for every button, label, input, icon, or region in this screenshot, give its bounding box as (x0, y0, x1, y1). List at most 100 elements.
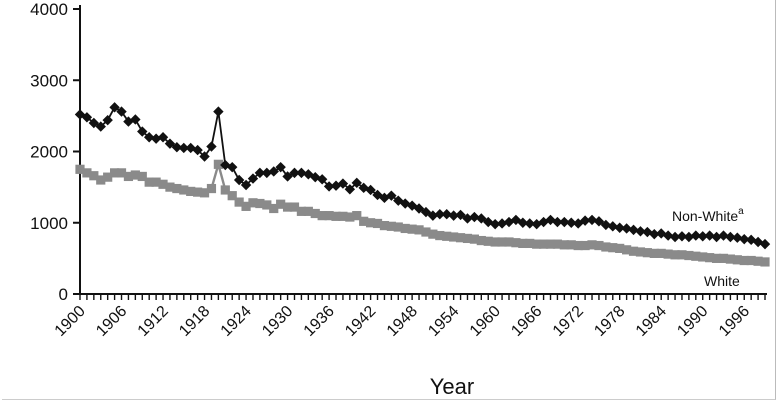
y-tick-label: 0 (59, 285, 68, 304)
data-point-diamond (545, 214, 556, 226)
data-point-square (303, 206, 313, 216)
data-point-square (379, 221, 390, 231)
data-point-diamond (227, 161, 238, 173)
data-point-square (428, 229, 438, 239)
data-point-square (158, 179, 168, 189)
data-point-diamond (656, 228, 667, 239)
data-point-diamond (316, 174, 328, 185)
data-point-diamond (718, 230, 729, 241)
data-point-square (103, 172, 113, 182)
data-point-diamond (164, 138, 176, 149)
x-tick-label: 1990 (674, 303, 711, 340)
data-point-square (317, 211, 327, 221)
data-point-diamond (171, 142, 183, 153)
data-point-square (601, 242, 611, 252)
data-point-square (435, 230, 445, 241)
data-point-square (386, 221, 396, 231)
data-point-diamond (711, 231, 722, 243)
data-point-square (518, 238, 528, 249)
data-point-square (234, 197, 244, 207)
data-point-diamond (102, 114, 113, 126)
data-point-diamond (81, 112, 93, 123)
data-point-square (698, 252, 708, 262)
data-point-square (476, 235, 486, 246)
series-superscript-non-white: a (738, 206, 744, 217)
data-point-square (193, 187, 203, 197)
data-point-diamond (642, 226, 653, 238)
data-point-square (310, 208, 320, 219)
data-point-square (725, 254, 736, 264)
data-point-diamond (628, 224, 639, 236)
data-point-diamond (143, 132, 155, 143)
data-point-diamond (434, 209, 445, 220)
data-point-diamond (109, 102, 120, 113)
data-point-diamond (683, 231, 695, 243)
data-point-square (255, 198, 265, 209)
data-point-square (296, 206, 307, 216)
x-tick-label: 1942 (342, 303, 379, 340)
data-point-diamond (344, 184, 356, 195)
data-point-square (552, 239, 563, 249)
series-non-white (74, 102, 771, 250)
data-point-diamond (496, 218, 508, 229)
data-point-square (241, 201, 251, 211)
data-point-square (628, 246, 639, 256)
series-white (75, 159, 770, 267)
data-point-diamond (662, 230, 674, 241)
data-point-diamond (476, 213, 487, 224)
data-point-diamond (282, 171, 293, 182)
data-point-diamond (704, 230, 715, 241)
data-point-square (179, 185, 189, 195)
x-axis-title: Year (430, 374, 474, 399)
data-point-diamond (157, 132, 169, 143)
series-label-non-white: Non-Whitea (672, 206, 744, 224)
x-tick-label: 1996 (716, 303, 753, 340)
data-point-diamond (441, 209, 452, 220)
data-point-diamond (261, 167, 273, 179)
data-point-diamond (690, 230, 702, 241)
data-point-square (89, 171, 99, 181)
data-point-square (455, 233, 466, 243)
data-point-square (656, 248, 666, 258)
data-point-diamond (199, 151, 210, 162)
data-point-square (594, 240, 604, 251)
data-point-square (165, 182, 175, 192)
y-tick-label: 2000 (30, 143, 68, 162)
x-tick-label: 1918 (176, 303, 213, 340)
data-point-diamond (254, 167, 266, 179)
data-point-diamond (538, 216, 549, 228)
data-point-diamond (275, 161, 286, 173)
data-point-diamond (462, 213, 473, 224)
data-point-square (130, 170, 140, 180)
data-point-square (649, 248, 659, 258)
data-point-square (137, 171, 147, 182)
data-point-diamond (351, 177, 362, 189)
data-point-square (227, 191, 237, 201)
data-point-square (269, 203, 279, 214)
data-point-square (753, 256, 763, 266)
data-point-diamond (732, 232, 743, 243)
data-point-square (372, 218, 383, 229)
data-point-square (199, 188, 210, 198)
data-point-square (338, 211, 348, 221)
data-point-square (545, 239, 556, 249)
data-point-square (352, 211, 362, 221)
x-tick-label: 1924 (218, 303, 255, 340)
data-point-square (462, 233, 473, 244)
data-point-diamond (455, 209, 466, 221)
data-point-square (151, 177, 161, 187)
data-point-diamond (586, 214, 598, 226)
data-point-square (449, 232, 459, 242)
data-point-square (324, 211, 334, 221)
series-line (79, 106, 766, 245)
data-point-square (559, 240, 569, 250)
data-point-square (670, 250, 680, 260)
data-point-diamond (178, 142, 189, 154)
x-tick-label: 1972 (550, 303, 587, 340)
data-point-diamond (559, 216, 570, 228)
data-point-diamond (268, 166, 279, 177)
data-point-diamond (739, 233, 750, 245)
data-point-square (711, 253, 722, 263)
data-point-diamond (116, 106, 127, 117)
data-point-diamond (386, 190, 397, 201)
